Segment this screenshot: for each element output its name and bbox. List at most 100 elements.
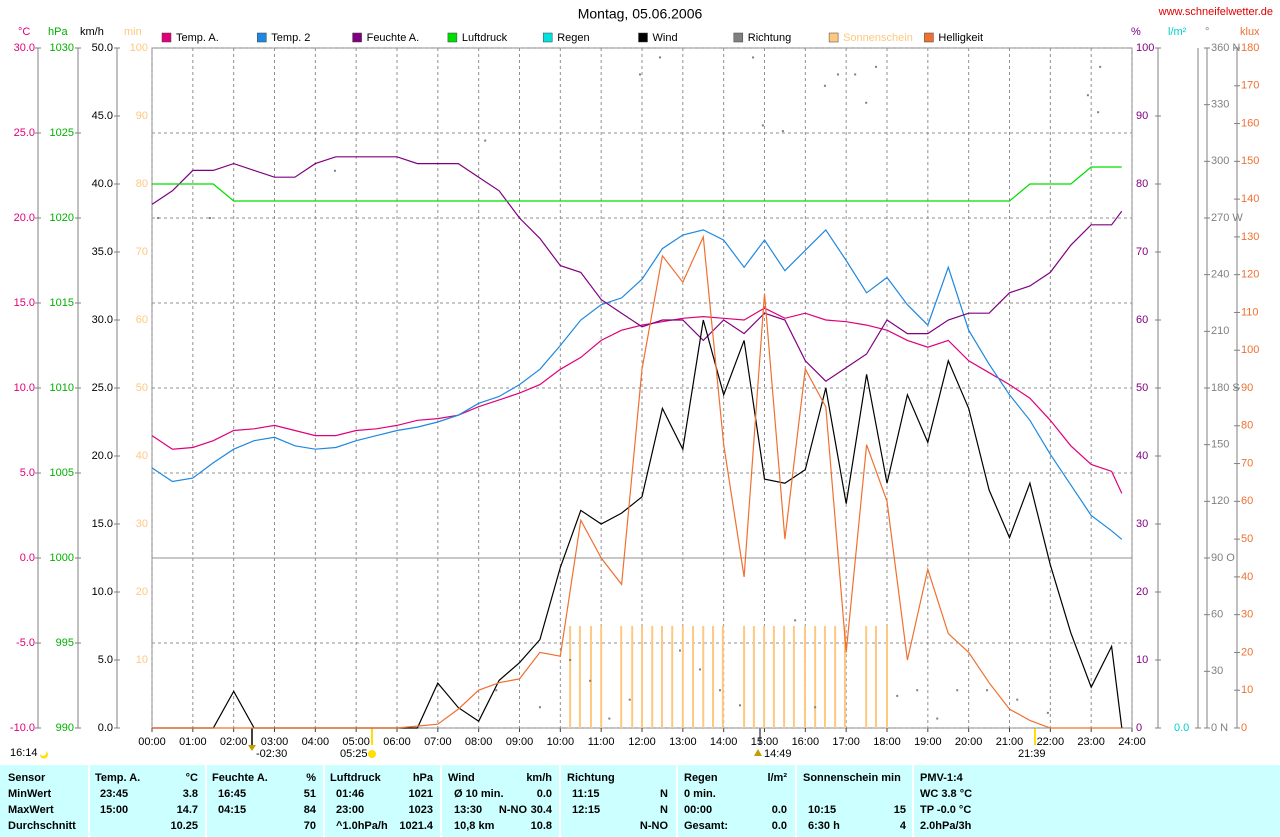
- table-header: Luftdruck: [330, 772, 382, 784]
- y-tick-label: 80: [136, 178, 148, 190]
- table-header: l/m²: [767, 772, 787, 784]
- direction-dot: [781, 130, 784, 133]
- table-cell: 1021.4: [399, 820, 434, 832]
- sunshine-bar: [620, 626, 623, 728]
- y-tick-label: 15.0: [92, 518, 113, 530]
- sunshine-bar: [865, 626, 868, 728]
- y-tick-label: 1005: [50, 467, 74, 479]
- y-tick-label: 60: [1136, 314, 1148, 326]
- y-tick-label: 300: [1211, 155, 1229, 167]
- sunshine-bar: [814, 626, 817, 728]
- table-cell: 4: [900, 820, 907, 832]
- table-cell: 70: [304, 820, 316, 832]
- legend-swatch: [161, 32, 172, 43]
- x-tick-label: 17:00: [832, 736, 860, 748]
- events: 16:14 -02:30 05:25 14:49 21:39: [10, 728, 1046, 760]
- y-tick-label: 0 N: [1211, 722, 1228, 734]
- table-header: °C: [186, 772, 198, 784]
- x-tick-label: 00:00: [138, 736, 166, 748]
- sunshine-bar: [772, 626, 775, 728]
- sunshine-bar: [641, 626, 643, 728]
- table-cell: 15:00: [100, 804, 128, 816]
- direction-dot: [739, 704, 741, 707]
- y-tick-label: 40.0: [92, 178, 113, 190]
- sunshine-bar: [600, 626, 603, 728]
- y-tick-label: 30: [1241, 609, 1253, 621]
- sunshine-bar: [743, 626, 746, 728]
- y-tick-label: -10.0: [10, 722, 35, 734]
- sunshine-bar: [752, 626, 755, 728]
- y-tick-label: 1000: [50, 552, 74, 564]
- y-tick-label: 90: [1136, 110, 1148, 122]
- x-tick-label: 10:00: [547, 736, 575, 748]
- table-cell: 00:00: [684, 804, 712, 816]
- y-tick-label: 160: [1241, 117, 1259, 129]
- y-tick-label: 240: [1211, 269, 1229, 281]
- series-line: [151, 156, 1123, 382]
- y-tick-label: 90: [136, 110, 148, 122]
- y-tick-label: 140: [1241, 193, 1259, 205]
- y-tick-label: 70: [1136, 246, 1148, 258]
- direction-dot: [837, 73, 839, 76]
- legend-label: Wind: [653, 32, 678, 44]
- table-cell: 10.8: [531, 820, 552, 832]
- y-tick-label: 180: [1241, 42, 1259, 54]
- legend-swatch: [638, 32, 648, 43]
- direction-dot: [608, 717, 611, 720]
- table-header: Regen: [684, 772, 718, 784]
- legend-label: Helligkeit: [938, 32, 983, 44]
- sunshine-bar: [671, 626, 674, 728]
- direction-dot: [678, 649, 681, 652]
- table-cell: 13:30: [454, 804, 482, 816]
- table-cell: TP -0.0 °C: [920, 804, 971, 816]
- sunshine-bar: [792, 626, 795, 728]
- sunshine-bar: [886, 626, 888, 728]
- moon-icon: [39, 751, 48, 759]
- axis-unit: klux: [1240, 26, 1260, 38]
- y-tick-label: 180 S: [1211, 382, 1240, 394]
- x-tick-label: 18:00: [873, 736, 901, 748]
- direction-dot: [865, 101, 868, 104]
- table-cell: 84: [304, 804, 317, 816]
- direction-dot: [761, 124, 764, 127]
- y-tick-label: 990: [56, 722, 74, 734]
- y-tick-label: 60: [1241, 495, 1253, 507]
- x-tick-label: 06:00: [383, 736, 411, 748]
- table-header: km/h: [526, 772, 552, 784]
- table-cell: 0 min.: [684, 788, 716, 800]
- x-tick-label: 14:00: [710, 736, 738, 748]
- table-cell: 12:15: [572, 804, 600, 816]
- table-cell: Durchschnitt: [8, 820, 76, 832]
- y-tick-label: 25.0: [14, 127, 35, 139]
- direction-dot: [538, 706, 541, 709]
- x-tick-label: 05:00: [342, 736, 370, 748]
- direction-dot: [638, 73, 641, 76]
- x-tick-label: 02:00: [220, 736, 248, 748]
- x-tick-label: 22:00: [1037, 736, 1065, 748]
- y-tick-label: 50.0: [92, 42, 113, 54]
- y-tick-label: 0.0: [20, 552, 35, 564]
- y-tick-label: 100: [1136, 42, 1154, 54]
- direction-dot: [1046, 711, 1049, 714]
- y-tick-label: 5.0: [98, 654, 113, 666]
- table-cell: 11:15: [572, 788, 600, 800]
- y-tick-label: 1015: [50, 297, 74, 309]
- direction-dot: [495, 689, 498, 692]
- moon-icon: [754, 749, 762, 756]
- y-tick-label: 20.0: [14, 212, 35, 224]
- table-cell: ^1.0hPa/h: [336, 820, 388, 832]
- y-tick-label: 30.0: [92, 314, 113, 326]
- table-header: %: [306, 772, 316, 784]
- y-tick-label: 1010: [50, 382, 74, 394]
- x-tick-label: 01:00: [179, 736, 207, 748]
- legend-swatch: [924, 32, 934, 43]
- direction-dot: [484, 139, 487, 142]
- y-tick-label: 20: [1241, 646, 1253, 658]
- series-line: [151, 307, 1123, 494]
- legend-swatch: [828, 32, 839, 43]
- event-label: 16:14: [10, 747, 38, 759]
- y-tick-label: 45.0: [92, 110, 113, 122]
- table-cell: 01:46: [336, 788, 364, 800]
- sunshine-bar: [569, 626, 572, 728]
